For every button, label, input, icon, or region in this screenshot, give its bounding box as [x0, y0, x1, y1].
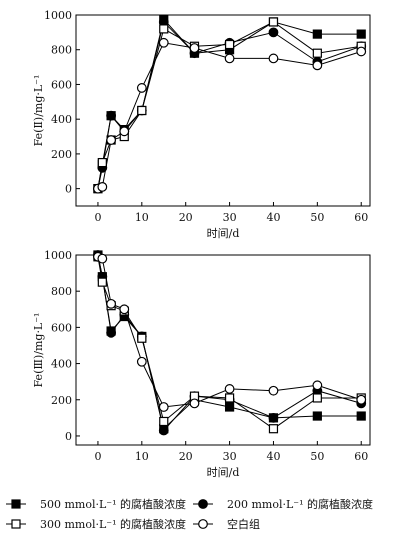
- legend-label: 500 mmol·L⁻¹ 的腐植酸浓度: [40, 497, 186, 511]
- data-point: [312, 29, 322, 39]
- data-point: [137, 105, 147, 116]
- data-point: [119, 304, 130, 315]
- y-tick-label: 400: [51, 358, 72, 371]
- legend-label: 空白组: [227, 517, 260, 531]
- legend-marker: [11, 519, 21, 529]
- data-point: [136, 83, 147, 93]
- data-point: [356, 394, 367, 405]
- x-axis-label: 时间/d: [207, 466, 240, 479]
- data-point: [189, 398, 200, 409]
- data-point: [356, 46, 367, 57]
- data-point: [97, 253, 108, 264]
- y-tick-label: 600: [51, 321, 72, 334]
- data-point: [312, 48, 322, 58]
- y-tick-label: 600: [51, 78, 72, 91]
- x-tick-label: 0: [94, 211, 101, 224]
- legend-item: 200 mmol·L⁻¹ 的腐植酸浓度: [193, 497, 373, 511]
- data-point: [312, 60, 323, 71]
- plot-frame: [75, 254, 371, 446]
- data-point: [356, 29, 366, 39]
- y-tick-label: 0: [65, 183, 72, 196]
- legend-marker: [198, 499, 208, 509]
- x-tick-label: 20: [179, 450, 193, 463]
- x-tick-label: 20: [179, 211, 193, 224]
- chart-fe2: 0 200 400 600 800 1000 0 10 20 30 40 50 60 时间/d Fe(Ⅱ)/…: [32, 9, 371, 240]
- y-axis-label: Fe(Ⅱ)/mg·L⁻¹: [32, 75, 45, 147]
- data-point: [137, 333, 147, 343]
- data-point: [224, 53, 235, 64]
- data-point: [158, 425, 169, 436]
- y-tick-label: 800: [51, 285, 72, 298]
- x-tick-label: 40: [266, 211, 280, 224]
- series-0: [93, 250, 366, 434]
- x-tick-label: 10: [135, 450, 149, 463]
- legend-item: 空白组: [193, 517, 260, 531]
- data-point: [224, 384, 235, 394]
- data-point: [224, 393, 235, 403]
- y-tick-label: 0: [65, 430, 72, 443]
- data-point: [106, 327, 117, 338]
- data-point: [106, 135, 117, 145]
- data-point: [159, 24, 169, 34]
- data-point: [356, 411, 366, 421]
- data-point: [158, 37, 169, 48]
- y-tick-label: 800: [51, 44, 72, 57]
- y-tick-label: 400: [51, 113, 72, 126]
- data-point: [312, 393, 322, 403]
- legend-label: 300 mmol·L⁻¹ 的腐植酸浓度: [40, 517, 186, 531]
- data-point: [268, 424, 279, 434]
- data-point: [268, 27, 279, 38]
- data-point: [119, 126, 130, 137]
- y-tick-label: 1000: [44, 249, 72, 262]
- data-point: [268, 53, 279, 64]
- legend-marker: [11, 499, 21, 509]
- legend-item: 500 mmol·L⁻¹ 的腐植酸浓度: [6, 497, 186, 511]
- x-axis-label: 时间/d: [207, 227, 240, 240]
- data-point: [97, 277, 107, 287]
- data-point: [268, 385, 279, 396]
- data-point: [268, 17, 279, 27]
- plot-frame: [75, 14, 371, 207]
- series-3: [93, 37, 367, 194]
- y-tick-label: 200: [51, 394, 72, 407]
- legend-label: 200 mmol·L⁻¹ 的腐植酸浓度: [227, 497, 373, 511]
- x-tick-label: 50: [310, 211, 324, 224]
- data-point: [159, 416, 169, 427]
- x-tick-label: 60: [354, 450, 368, 463]
- data-point: [106, 110, 117, 121]
- legend-marker: [198, 519, 208, 529]
- x-tick-label: 30: [223, 450, 237, 463]
- data-point: [97, 181, 108, 192]
- data-point: [136, 356, 147, 367]
- data-point: [312, 411, 322, 421]
- x-tick-label: 0: [94, 450, 101, 463]
- data-point: [158, 402, 169, 412]
- chart-fe3: 0 200 400 600 800 1000 0 10 20 30 40 50 60 时间/d Fe(Ⅲ)/…: [32, 249, 371, 479]
- data-point: [189, 43, 200, 53]
- data-point: [224, 39, 235, 50]
- x-tick-label: 10: [135, 211, 149, 224]
- data-point: [106, 298, 117, 309]
- x-tick-label: 60: [354, 211, 368, 224]
- series-3: [93, 251, 367, 412]
- data-point: [268, 412, 279, 423]
- y-tick-label: 200: [51, 148, 72, 161]
- data-point: [312, 380, 323, 391]
- y-tick-label: 1000: [44, 9, 72, 22]
- x-tick-label: 40: [266, 450, 280, 463]
- x-tick-label: 30: [223, 211, 237, 224]
- data-point: [97, 157, 107, 168]
- legend-item: 300 mmol·L⁻¹ 的腐植酸浓度: [6, 517, 186, 531]
- series-2: [93, 17, 366, 194]
- y-axis-label: Fe(Ⅲ)/mg·L⁻¹: [32, 313, 45, 388]
- legend: 500 mmol·L⁻¹ 的腐植酸浓度 200 mmol·L⁻¹ 的腐植酸浓度 30…: [6, 497, 373, 531]
- x-tick-label: 50: [310, 450, 324, 463]
